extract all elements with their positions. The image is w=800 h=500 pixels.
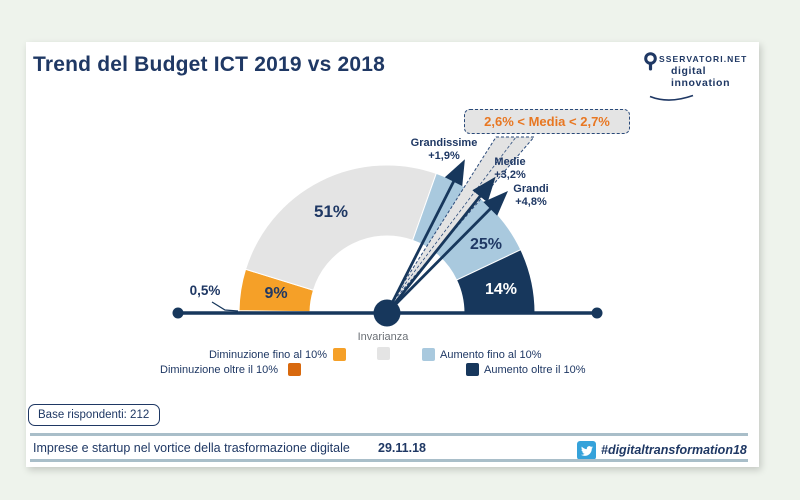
segment-label-9: 9% xyxy=(264,285,288,302)
arrow-label-grandissime: Grandissime +1,9% xyxy=(404,137,484,162)
legend-swatch-aumento-oltre xyxy=(466,363,479,376)
twitter-icon xyxy=(577,441,596,460)
segment-label-05: 0,5% xyxy=(189,283,221,298)
footer-hashtag: #digitaltransformation18 xyxy=(601,443,747,457)
arrow-label-medie-name: Medie xyxy=(494,156,526,168)
legend-label-diminuzione-oltre: Diminuzione oltre il 10% xyxy=(160,364,278,376)
logo-text-line1: SSERVATORI.NET xyxy=(659,54,748,64)
legend-label-diminuzione-fino: Diminuzione fino al 10% xyxy=(208,349,327,361)
osservatori-magnifier-icon xyxy=(644,52,657,80)
callout-media-range: 2,6% < Media < 2,7% xyxy=(464,109,630,134)
arrow-label-grandissime-name: Grandissime xyxy=(410,137,478,149)
footer-caption: Imprese e startup nel vortice della tras… xyxy=(33,441,350,455)
segment-label-14: 14% xyxy=(484,281,518,298)
osservatori-logo: SSERVATORI.NET digital innovation xyxy=(644,52,762,108)
legend-label-aumento-oltre: Aumento oltre il 10% xyxy=(484,364,586,376)
legend-label-aumento-fino: Aumento fino al 10% xyxy=(440,349,542,361)
segment-label-51: 51% xyxy=(313,202,349,221)
footer-divider-top xyxy=(30,433,748,436)
legend-swatch-diminuzione-fino xyxy=(333,348,346,361)
base-respondents-box: Base rispondenti: 212 xyxy=(28,404,161,426)
logo-swoosh xyxy=(649,90,762,108)
legend-swatch-aumento-fino xyxy=(422,348,435,361)
footer-date: 29.11.18 xyxy=(378,441,426,455)
arrow-label-medie: Medie +3,2% xyxy=(480,156,540,181)
logo-text-line2: digital innovation xyxy=(671,65,731,89)
arrow-label-grandi-name: Grandi xyxy=(513,183,549,195)
legend-swatch-diminuzione-oltre xyxy=(288,363,301,376)
arrow-label-medie-value: +3,2% xyxy=(494,168,526,181)
page-title: Trend del Budget ICT 2019 vs 2018 xyxy=(33,53,386,76)
arrow-label-grandissime-value: +1,9% xyxy=(428,149,460,162)
footer-divider-bottom xyxy=(30,459,748,462)
arrow-label-grandi: Grandi +4,8% xyxy=(501,183,561,208)
gauge-center-label: Invarianza xyxy=(357,331,409,343)
legend-swatch-invarianza xyxy=(377,347,390,360)
segment-label-25: 25% xyxy=(469,236,503,253)
arrow-label-grandi-value: +4,8% xyxy=(515,195,547,208)
